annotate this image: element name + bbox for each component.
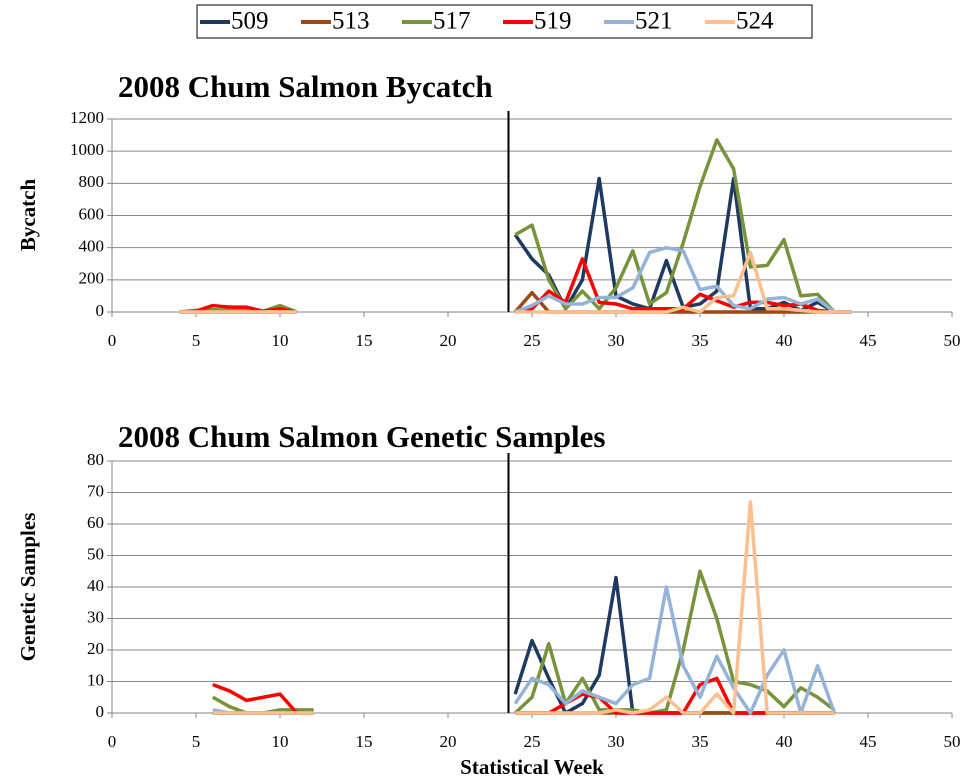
x-tick-label: 0 bbox=[108, 732, 117, 751]
x-axis-label: Statistical Week bbox=[460, 755, 604, 779]
legend-label: 524 bbox=[736, 8, 774, 35]
x-tick-label: 40 bbox=[776, 732, 793, 751]
y-tick-label: 60 bbox=[87, 513, 104, 532]
y-tick-label: 20 bbox=[87, 639, 104, 658]
y-axis-label: Genetic Samples bbox=[16, 513, 40, 662]
x-tick-label: 45 bbox=[860, 732, 877, 751]
y-tick-label: 600 bbox=[79, 204, 105, 223]
y-tick-label: 0 bbox=[96, 301, 105, 320]
y-tick-label: 0 bbox=[96, 702, 105, 721]
y-tick-label: 40 bbox=[87, 576, 104, 595]
x-tick-label: 20 bbox=[440, 331, 457, 350]
x-tick-label: 30 bbox=[608, 732, 625, 751]
x-tick-label: 50 bbox=[944, 331, 961, 350]
y-tick-label: 70 bbox=[87, 481, 104, 500]
legend-label: 519 bbox=[534, 8, 572, 35]
legend-label: 509 bbox=[231, 8, 269, 35]
y-tick-label: 10 bbox=[87, 670, 104, 689]
x-tick-label: 25 bbox=[524, 732, 541, 751]
x-tick-label: 25 bbox=[524, 331, 541, 350]
y-tick-label: 1000 bbox=[70, 140, 104, 159]
x-tick-label: 45 bbox=[860, 331, 877, 350]
x-tick-label: 40 bbox=[776, 331, 793, 350]
y-tick-label: 50 bbox=[87, 544, 104, 563]
x-tick-label: 15 bbox=[356, 331, 373, 350]
y-axis-label: Bycatch bbox=[16, 179, 40, 252]
legend-label: 513 bbox=[332, 8, 370, 35]
y-tick-label: 30 bbox=[87, 607, 104, 626]
chart-title: 2008 Chum Salmon Genetic Samples bbox=[118, 419, 605, 454]
x-tick-label: 50 bbox=[944, 732, 961, 751]
series-line bbox=[179, 176, 852, 314]
y-tick-label: 400 bbox=[79, 237, 105, 256]
legend-label: 517 bbox=[433, 8, 471, 35]
x-tick-label: 10 bbox=[272, 732, 289, 751]
x-tick-label: 5 bbox=[192, 732, 201, 751]
legend-label: 521 bbox=[635, 8, 673, 35]
series-line bbox=[179, 138, 852, 314]
x-tick-label: 35 bbox=[692, 732, 709, 751]
series-line bbox=[212, 500, 835, 715]
x-tick-label: 5 bbox=[192, 331, 201, 350]
x-tick-label: 35 bbox=[692, 331, 709, 350]
x-tick-label: 20 bbox=[440, 732, 457, 751]
x-tick-label: 0 bbox=[108, 331, 117, 350]
y-tick-label: 80 bbox=[87, 450, 104, 469]
y-tick-label: 800 bbox=[79, 172, 105, 191]
x-tick-label: 15 bbox=[356, 732, 373, 751]
series-line bbox=[179, 250, 852, 314]
y-tick-label: 1200 bbox=[70, 108, 104, 127]
y-tick-label: 200 bbox=[79, 269, 105, 288]
x-tick-label: 10 bbox=[272, 331, 289, 350]
x-tick-label: 30 bbox=[608, 331, 625, 350]
chart-title: 2008 Chum Salmon Bycatch bbox=[118, 69, 493, 104]
